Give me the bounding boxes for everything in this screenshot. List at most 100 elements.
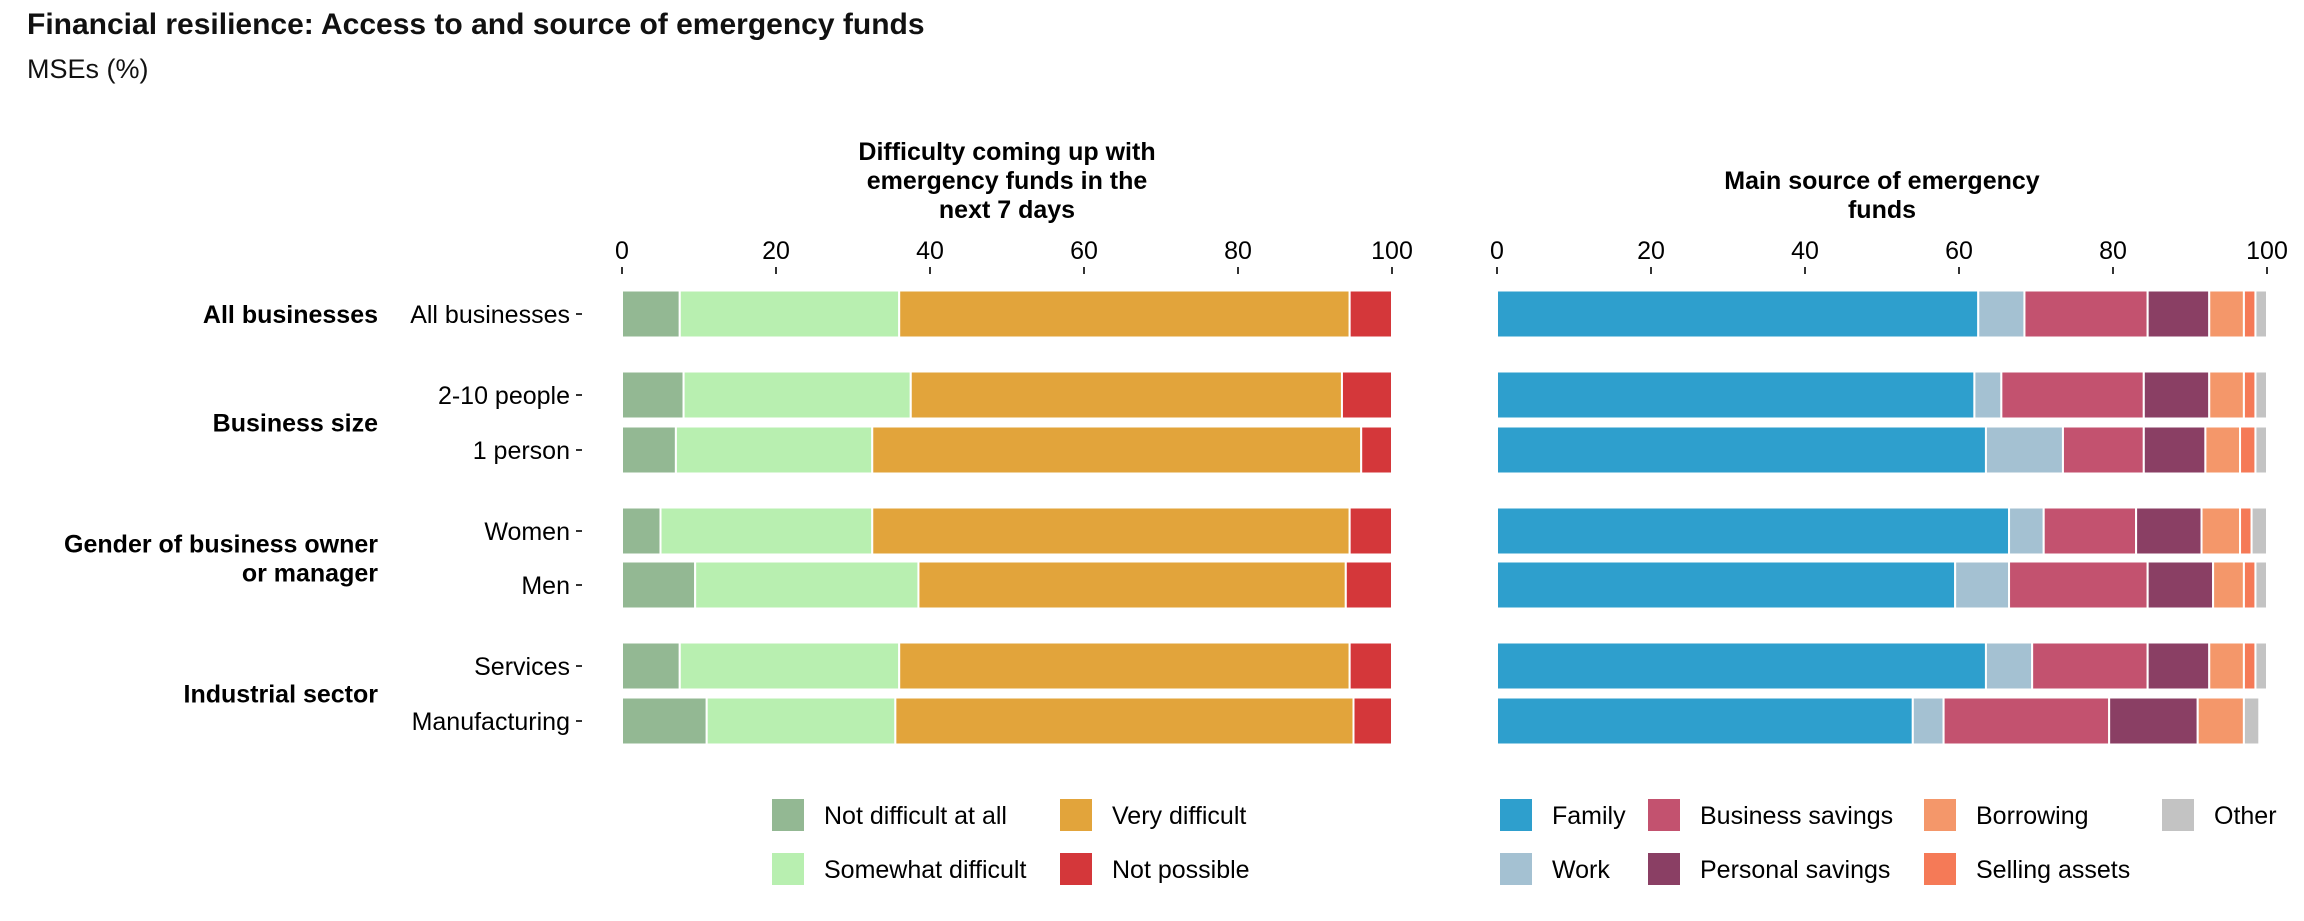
bar-not-difficult-at-all-services: [621, 641, 681, 691]
legend-swatch-selling-assets: [1924, 853, 1956, 885]
bar-other-services: [2254, 641, 2268, 691]
bar-family-men: [1496, 560, 1957, 610]
bar-somewhat-difficult-manufacturing: [705, 696, 897, 746]
bar-business-savings-all-businesses: [2023, 289, 2149, 339]
bar-family-services: [1496, 641, 1987, 691]
bar-very-difficult-women: [871, 506, 1351, 556]
bar-not-difficult-at-all-men: [621, 560, 697, 610]
legend-label-personal-savings: Personal savings: [1700, 856, 1890, 884]
bar-not-difficult-at-all-manufacturing: [621, 696, 708, 746]
group-label-gender-of-business-owner-or-manager: or manager: [242, 560, 378, 588]
bar-not-difficult-at-all-2-10-people: [621, 370, 685, 420]
chart-title: Financial resilience: Access to and sour…: [27, 8, 925, 41]
x-tick-label-80: 80: [1224, 237, 1252, 265]
category-label-all-businesses: All businesses: [410, 301, 570, 329]
category-label-men: Men: [521, 572, 570, 600]
bar-business-savings-women: [2042, 506, 2138, 556]
x-tick-label-40: 40: [916, 237, 944, 265]
legend-swatch-family: [1500, 799, 1532, 831]
bar-personal-savings-women: [2135, 506, 2203, 556]
panel-title-1: emergency funds in the: [867, 167, 1148, 195]
bar-work-2-10-people: [1973, 370, 2003, 420]
legend-swatch-business-savings: [1648, 799, 1680, 831]
bar-selling-assets-women: [2239, 506, 2253, 556]
legend-label-very-difficult: Very difficult: [1112, 802, 1246, 830]
bar-very-difficult-all-businesses: [898, 289, 1351, 339]
bar-selling-assets-all-businesses: [2242, 289, 2257, 339]
bar-business-savings-services: [2031, 641, 2149, 691]
legend-swatch-not-possible: [1060, 853, 1092, 885]
legend-label-business-savings: Business savings: [1700, 802, 1893, 830]
bar-other-all-businesses: [2254, 289, 2268, 339]
bar-somewhat-difficult-services: [678, 641, 901, 691]
legend-swatch-work: [1500, 853, 1532, 885]
bar-borrowing-men: [2212, 560, 2245, 610]
bar-personal-savings-all-businesses: [2146, 289, 2211, 339]
bar-not-difficult-at-all-1-person: [621, 425, 677, 475]
bar-borrowing-all-businesses: [2208, 289, 2245, 339]
bar-personal-savings-2-10-people: [2142, 370, 2211, 420]
bar-very-difficult-services: [898, 641, 1351, 691]
bar-not-difficult-at-all-all-businesses: [621, 289, 681, 339]
legend-label-not-possible: Not possible: [1112, 856, 1250, 884]
bar-business-savings-manufacturing: [1942, 696, 2111, 746]
x-tick-label-80: 80: [2099, 237, 2127, 265]
x-tick-label-100: 100: [1371, 237, 1413, 265]
bar-other-manufacturing: [2242, 696, 2261, 746]
legend-swatch-borrowing: [1924, 799, 1956, 831]
bar-personal-savings-manufacturing: [2108, 696, 2199, 746]
bar-family-all-businesses: [1496, 289, 1980, 339]
bar-borrowing-manufacturing: [2196, 696, 2245, 746]
panel-title-2: Main source of emergency: [1724, 167, 2039, 195]
category-label-women: Women: [484, 518, 570, 546]
group-label-gender-of-business-owner-or-manager: Gender of business owner: [64, 531, 378, 559]
legend-swatch-very-difficult: [1060, 799, 1092, 831]
bar-family-2-10-people: [1496, 370, 1976, 420]
bar-somewhat-difficult-2-10-people: [682, 370, 912, 420]
bar-selling-assets-services: [2242, 641, 2257, 691]
category-label-1-person: 1 person: [473, 437, 570, 465]
bar-family-manufacturing: [1496, 696, 1914, 746]
legend-label-somewhat-difficult: Somewhat difficult: [824, 856, 1026, 884]
panel-title-1: Difficulty coming up with: [858, 138, 1155, 166]
bar-business-savings-2-10-people: [2000, 370, 2145, 420]
bar-not-possible-all-businesses: [1348, 289, 1394, 339]
bar-borrowing-women: [2200, 506, 2242, 556]
bar-somewhat-difficult-men: [694, 560, 920, 610]
bar-somewhat-difficult-women: [659, 506, 874, 556]
panel-title-1: next 7 days: [939, 196, 1075, 224]
bar-business-savings-1-person: [2061, 425, 2145, 475]
bar-work-women: [2008, 506, 2045, 556]
bar-selling-assets-1-person: [2239, 425, 2257, 475]
legend-label-work: Work: [1552, 856, 1610, 884]
category-label-services: Services: [474, 653, 570, 681]
bar-work-services: [1984, 641, 2034, 691]
bar-personal-savings-men: [2146, 560, 2215, 610]
bar-somewhat-difficult-all-businesses: [678, 289, 901, 339]
x-tick-label-20: 20: [1637, 237, 1665, 265]
x-tick-label-20: 20: [762, 237, 790, 265]
x-tick-label-0: 0: [615, 237, 629, 265]
bar-family-1-person: [1496, 425, 1987, 475]
bar-borrowing-services: [2208, 641, 2245, 691]
legend-swatch-personal-savings: [1648, 853, 1680, 885]
panel-title-2: funds: [1848, 196, 1916, 224]
bar-work-all-businesses: [1977, 289, 2026, 339]
bar-not-possible-1-person: [1360, 425, 1393, 475]
bar-other-2-10-people: [2254, 370, 2268, 420]
bar-not-possible-2-10-people: [1340, 370, 1393, 420]
bar-other-women: [2250, 506, 2269, 556]
chart-subtitle: MSEs (%): [27, 54, 149, 84]
bar-somewhat-difficult-1-person: [674, 425, 874, 475]
bar-very-difficult-manufacturing: [894, 696, 1355, 746]
category-label-2-10-people: 2-10 people: [438, 382, 570, 410]
legend-label-family: Family: [1552, 802, 1626, 830]
bar-very-difficult-1-person: [871, 425, 1363, 475]
bar-borrowing-1-person: [2204, 425, 2242, 475]
bar-borrowing-2-10-people: [2208, 370, 2245, 420]
legend-swatch-other: [2162, 799, 2194, 831]
bar-not-possible-services: [1348, 641, 1394, 691]
bar-other-1-person: [2254, 425, 2268, 475]
bar-selling-assets-men: [2242, 560, 2257, 610]
